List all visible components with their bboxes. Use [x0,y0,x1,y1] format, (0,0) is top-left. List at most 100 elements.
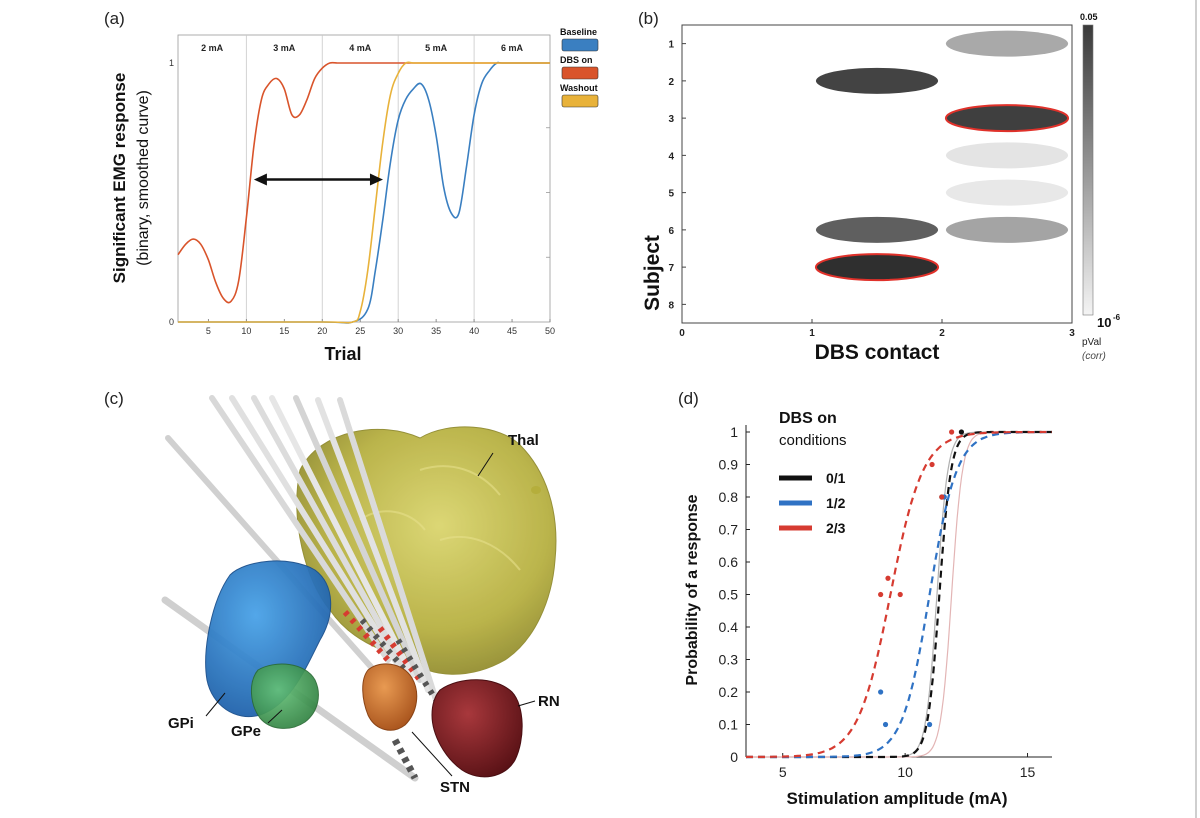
thalamus-fragment [531,486,541,494]
panel-label-d: (d) [678,389,699,408]
segment-label: 6 mA [501,43,524,53]
plot-b-x-title: DBS contact [815,341,940,364]
segment-label: 5 mA [425,43,448,53]
x-tick-label: 2 [939,328,945,339]
x-tick-label: 0 [679,328,685,339]
series-line-baseline [178,61,550,324]
rn-leader-line [517,700,536,707]
y-tick-label: 0.1 [719,717,739,733]
panel-b: (b) 0 1 2 3 1 2 3 4 5 6 7 8 DBS contact Subject 0.… [638,9,1121,364]
data-point [878,689,884,695]
legend-label: DBS on [560,55,593,65]
plot-a-y-subtitle: (binary, smoothed curve) [135,90,152,266]
plot-d-y-title: Probability of a response [684,494,701,685]
x-tick-label: 10 [897,764,913,780]
plot-b-cells [814,30,1070,282]
fit-curve [745,430,1052,759]
y-tick-label: 5 [668,189,674,200]
x-tick-label: 40 [469,326,479,336]
panel-label-a: (a) [104,9,125,28]
x-tick-label: 15 [1020,764,1036,780]
data-point [885,575,891,581]
thalamus-highlight [359,465,521,571]
x-tick-label: 45 [507,326,517,336]
data-point [958,429,965,435]
segment-label: 4 mA [349,43,372,53]
y-tick-label: 8 [668,300,674,311]
segment-label: 2 mA [201,43,224,53]
legend-label: 2/3 [826,520,846,536]
gpi-label: GPi [168,715,194,732]
y-tick-label: 1 [169,58,174,68]
gpe-leader-line [267,709,283,724]
data-point [939,494,945,500]
x-tick-label: 15 [279,326,289,336]
rn-shape [431,679,523,778]
stn-label: STN [440,779,470,796]
y-tick-label: 3 [668,114,674,125]
heatmap-cell [945,216,1069,243]
x-tick-label: 3 [1069,328,1075,339]
colorbar-bottom-label: 10 [1097,315,1111,330]
plot-a-x-ticks: 5 10 15 20 25 30 35 40 45 50 [206,319,555,336]
stn-shape [362,663,418,731]
y-tick-label: 0.9 [719,457,739,473]
plot-a-segment-labels: 2 mA 3 mA 4 mA 5 mA 6 mA [201,43,523,53]
heatmap-cell [814,253,940,282]
colorbar-subtitle: (corr) [1082,351,1106,362]
legend-label: 1/2 [826,495,846,511]
plot-b-x-ticks: 0 1 2 3 [679,319,1075,339]
heatmap-cell [945,179,1069,206]
data-point [882,721,889,728]
legend-label: 0/1 [826,470,846,486]
stn-leader-line [411,731,453,777]
heatmap-cell [945,142,1069,169]
thal-leader-line [477,452,494,477]
plot-a-x-title: Trial [324,344,361,364]
arrow-head-left [253,173,267,186]
y-tick-label: 0.8 [719,489,739,505]
plot-d-legend: DBS on conditions 0/1 1/2 2/3 [779,410,847,536]
y-tick-label: 0.6 [719,554,739,570]
x-tick-label: 5 [206,326,211,336]
plot-d-x-title: Stimulation amplitude (mA) [787,789,1008,808]
data-point [949,429,955,435]
y-tick-label: 0.2 [719,684,739,700]
arrow-head-right [369,173,383,186]
data-point [927,721,933,728]
y-tick-label: 4 [668,151,674,162]
series-line-dbs-on [177,61,550,304]
colorbar-bottom-exp: -6 [1113,313,1121,322]
x-tick-label: 10 [241,326,251,336]
panel-d: (d) 5 10 15 00.10.20.30.40.50.60.70.80.91 … [678,389,1052,808]
plot-a-series [177,61,550,324]
plot-a-grid [245,35,550,322]
heatmap-cell [944,104,1070,133]
y-tick-label: 7 [668,263,674,274]
y-tick-label: 1 [730,424,738,440]
plot-a-y-title: Significant EMG response [110,73,129,284]
plot-b-y-ticks: 1 2 3 4 5 6 7 8 [668,40,686,311]
legend-subtitle: conditions [779,432,847,449]
legend-swatch [561,94,599,108]
y-tick-label: 6 [668,226,674,237]
x-tick-label: 5 [779,764,787,780]
x-tick-label: 35 [431,326,441,336]
data-point [878,591,884,598]
y-tick-label: 1 [668,40,674,51]
series-line-washout [178,61,550,324]
x-tick-label: 20 [317,326,327,336]
plot-d-points [878,429,965,728]
heatmap-cell [945,30,1069,57]
plot-a-arrow [253,173,383,186]
gpe-label: GPe [231,723,261,740]
rn-label: RN [538,693,560,710]
gpe-shape [251,663,319,729]
legend-swatch [561,66,599,80]
y-tick-label: 0.4 [719,619,739,635]
x-tick-label: 1 [809,328,815,339]
plot-d-x-ticks: 5 10 15 [779,753,1036,780]
gpi-leader-line [205,692,226,717]
plot-a-y-ticks: 01 [169,58,174,327]
data-point [929,461,935,468]
